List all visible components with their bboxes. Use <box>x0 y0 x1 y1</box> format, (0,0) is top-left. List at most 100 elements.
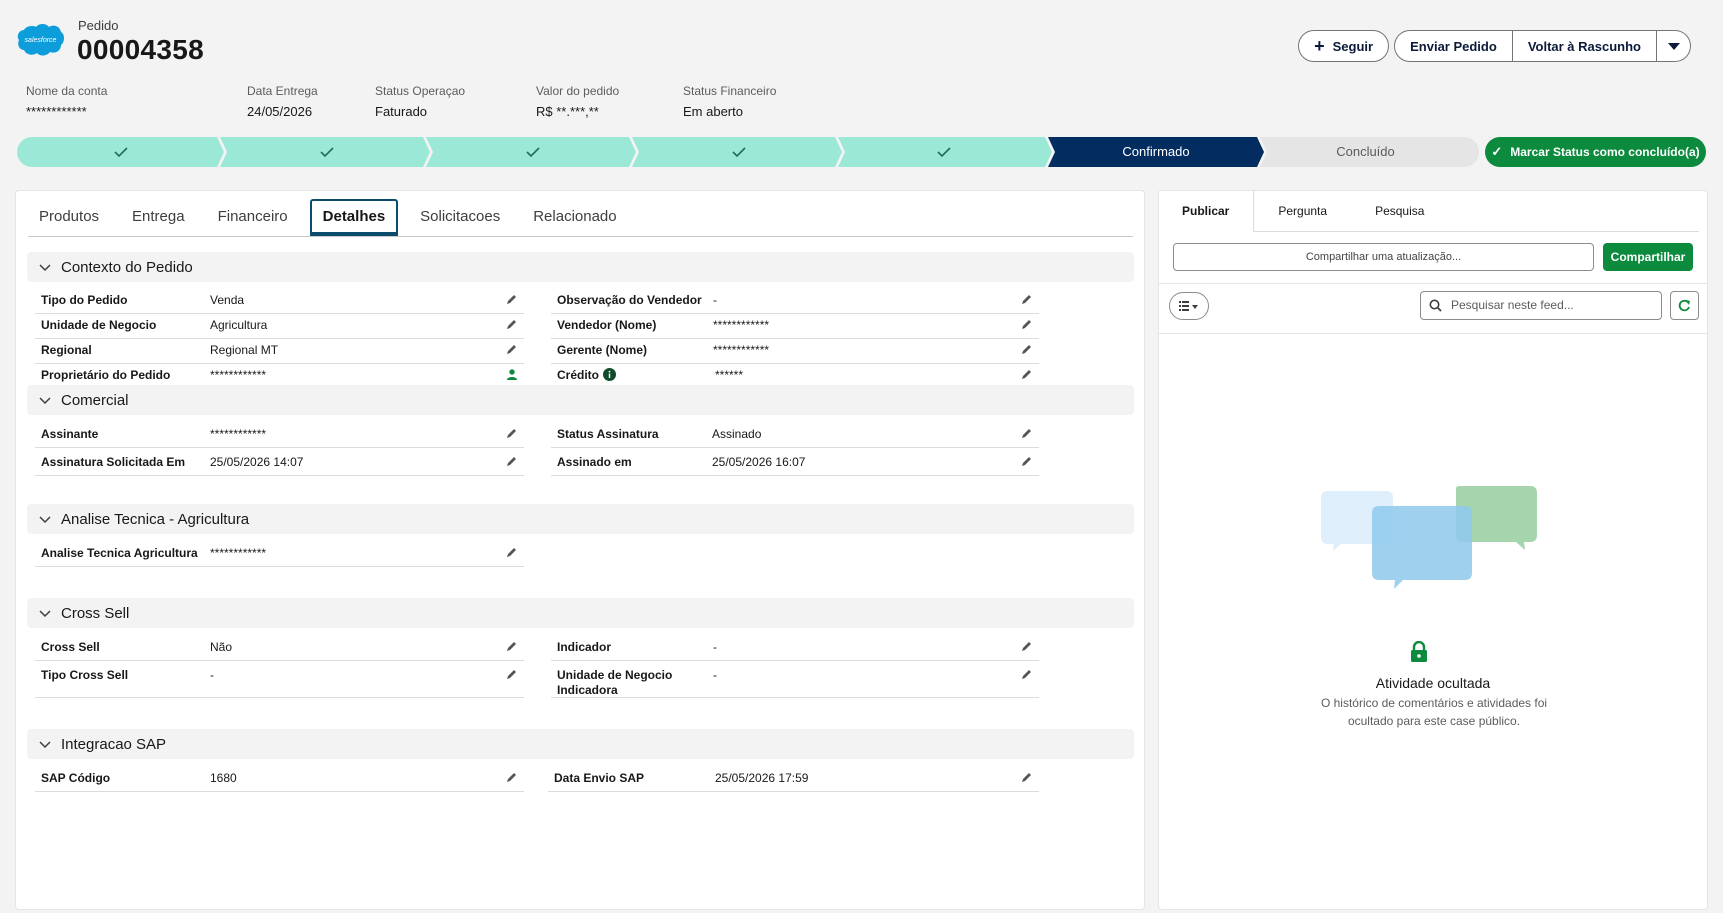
page-title: 00004358 <box>77 34 204 65</box>
path-step-1[interactable] <box>17 137 224 167</box>
pencil-icon[interactable] <box>506 668 518 680</box>
mark-status-complete-button[interactable]: ✓ Marcar Status como concluído(a) <box>1485 137 1706 167</box>
status-path: Confirmado Concluído <box>17 137 1479 167</box>
section-comercial[interactable]: Comercial <box>27 385 1134 415</box>
status-path-graphic <box>17 137 1479 167</box>
check-icon <box>114 147 128 158</box>
pencil-icon[interactable] <box>1021 368 1033 380</box>
path-step-current-label: Confirmado <box>1122 144 1190 159</box>
field-assinado-em: Assinado em 25/05/2026 16:07 <box>551 448 1039 476</box>
path-step-4[interactable] <box>632 137 842 167</box>
field-cross-sell: Cross Sell Não <box>35 633 524 661</box>
pencil-icon[interactable] <box>1021 640 1033 652</box>
path-step-2[interactable] <box>220 137 430 167</box>
tab-solicitacoes[interactable]: Solicitacoes <box>420 208 501 225</box>
share-button[interactable]: Compartilhar <box>1603 243 1693 271</box>
section-integracao-sap[interactable]: Integracao SAP <box>27 729 1134 759</box>
section-contexto-pedido[interactable]: Contexto do Pedido <box>27 252 1134 282</box>
enviar-pedido-button[interactable]: Enviar Pedido <box>1394 30 1513 62</box>
path-step-6[interactable] <box>1048 137 1264 167</box>
highlights-panel: Nome da conta ************ Data Entrega … <box>26 84 833 119</box>
refresh-icon <box>1678 299 1690 312</box>
svg-text:salesforce: salesforce <box>25 37 57 44</box>
empty-state-description: O histórico de comentários e atividades … <box>1320 696 1548 728</box>
field-sap-codigo: SAP Código 1680 <box>35 764 524 792</box>
tab-produtos[interactable]: Produtos <box>39 208 100 225</box>
chevron-down-icon <box>39 610 51 618</box>
tab-relacionado[interactable]: Relacionado <box>533 208 617 225</box>
lock-icon <box>1411 641 1427 662</box>
check-icon <box>937 147 951 158</box>
publisher-tabs: Publicar Pergunta Pesquisa <box>1167 191 1699 232</box>
highlight-valor-pedido: Valor do pedido R$ **.***,** <box>536 84 620 119</box>
chevron-down-icon <box>39 516 51 524</box>
tab-pesquisa[interactable]: Pesquisa <box>1375 204 1425 218</box>
chevron-down-icon <box>39 264 51 272</box>
highlight-status-operacao: Status Operaçao Faturado <box>375 84 466 119</box>
tab-pergunta[interactable]: Pergunta <box>1278 204 1328 218</box>
field-observacao-vendedor: Observação do Vendedor - <box>551 286 1039 314</box>
pencil-icon[interactable] <box>506 293 518 305</box>
tab-publicar[interactable]: Publicar <box>1167 191 1255 232</box>
chevron-down-icon <box>39 397 51 405</box>
plus-icon: + <box>1314 35 1325 56</box>
pencil-icon[interactable] <box>1021 293 1033 305</box>
field-unidade-negocio: Unidade de Negocio Agricultura <box>35 311 524 339</box>
record-tabs: Produtos Entrega Financeiro Detalhes Sol… <box>28 199 1133 237</box>
path-step-3[interactable] <box>426 137 636 167</box>
record-details-card: Produtos Entrega Financeiro Detalhes Sol… <box>15 190 1145 910</box>
object-type-label: Pedido <box>78 18 119 33</box>
follow-button[interactable]: + Seguir <box>1298 30 1390 62</box>
divider <box>1159 333 1707 334</box>
tab-entrega[interactable]: Entrega <box>132 208 185 225</box>
pencil-icon[interactable] <box>506 318 518 330</box>
pencil-icon[interactable] <box>506 546 518 558</box>
more-actions-button[interactable] <box>1657 30 1691 62</box>
pencil-icon[interactable] <box>506 455 518 467</box>
filter-list-icon <box>1179 301 1198 311</box>
field-regional: Regional Regional MT <box>35 336 524 364</box>
check-icon <box>320 147 334 158</box>
field-analise-tecnica-agricultura: Analise Tecnica Agricultura ************ <box>35 539 524 567</box>
salesforce-logo: salesforce <box>16 22 65 57</box>
feed-search-input[interactable]: Pesquisar neste feed... <box>1420 291 1662 320</box>
field-status-assinatura: Status Assinatura Assinado <box>551 420 1039 448</box>
field-unidade-negocio-indicadora: Unidade de Negocio Indicadora - <box>551 661 1039 698</box>
share-update-input[interactable]: Compartilhar uma atualização... <box>1173 243 1594 271</box>
feed-filter-button[interactable] <box>1169 292 1209 320</box>
section-cross-sell[interactable]: Cross Sell <box>27 598 1134 628</box>
field-assinatura-solicitada: Assinatura Solicitada Em 25/05/2026 14:0… <box>35 448 524 476</box>
voltar-rascunho-button[interactable]: Voltar à Rascunho <box>1512 30 1657 62</box>
header-actions: + Seguir Enviar Pedido Voltar à Rascunho <box>1298 30 1691 62</box>
change-owner-icon[interactable] <box>506 368 518 380</box>
field-data-envio-sap: Data Envio SAP 25/05/2026 17:59 <box>548 764 1039 792</box>
pencil-icon[interactable] <box>1021 455 1033 467</box>
pencil-icon[interactable] <box>506 343 518 355</box>
pencil-icon[interactable] <box>1021 427 1033 439</box>
pencil-icon[interactable] <box>506 771 518 783</box>
refresh-button[interactable] <box>1670 291 1699 320</box>
field-tipo-pedido: Tipo do Pedido Venda <box>35 286 524 314</box>
divider <box>1159 283 1707 284</box>
section-analise-tecnica[interactable]: Analise Tecnica - Agricultura <box>27 504 1134 534</box>
field-gerente-nome: Gerente (Nome) ************ <box>551 336 1039 364</box>
highlight-data-entrega: Data Entrega 24/05/2026 <box>247 84 318 119</box>
pencil-icon[interactable] <box>1021 771 1033 783</box>
check-icon: ✓ <box>1491 144 1503 159</box>
field-assinante: Assinante ************ <box>35 420 524 448</box>
check-icon <box>526 147 540 158</box>
info-icon[interactable] <box>603 368 616 381</box>
search-icon <box>1429 299 1442 312</box>
path-step-7[interactable] <box>1260 137 1479 167</box>
pencil-icon[interactable] <box>1021 668 1033 680</box>
pencil-icon[interactable] <box>506 427 518 439</box>
empty-state-title: Atividade ocultada <box>1375 675 1491 691</box>
pencil-icon[interactable] <box>506 640 518 652</box>
path-step-next-label: Concluído <box>1336 144 1395 159</box>
pencil-icon[interactable] <box>1021 343 1033 355</box>
tab-detalhes[interactable]: Detalhes <box>309 199 399 236</box>
field-vendedor-nome: Vendedor (Nome) ************ <box>551 311 1039 339</box>
pencil-icon[interactable] <box>1021 318 1033 330</box>
field-tipo-cross-sell: Tipo Cross Sell - <box>35 661 524 698</box>
tab-financeiro[interactable]: Financeiro <box>217 208 288 225</box>
